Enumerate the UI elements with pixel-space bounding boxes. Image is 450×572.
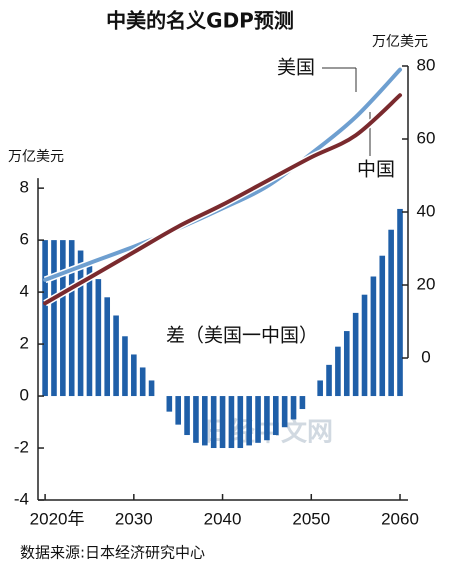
bar (352, 312, 359, 397)
bar (113, 315, 119, 397)
y2-tick-label: 60 (417, 128, 436, 147)
bar (166, 396, 173, 412)
bar (281, 396, 288, 428)
bar (370, 276, 377, 397)
bar (397, 208, 403, 397)
y-tick-label: -2 (14, 438, 29, 457)
bar (255, 396, 261, 443)
x-tick-label: 2020年 (30, 509, 85, 528)
y-tick-label: 4 (20, 282, 29, 301)
bar (237, 396, 244, 449)
bar (335, 346, 341, 397)
bar (264, 396, 270, 441)
bar (326, 364, 332, 397)
bar (379, 255, 386, 397)
us-label: 美国 (277, 57, 315, 79)
bar (299, 396, 306, 410)
bar (272, 396, 279, 436)
bar (317, 380, 323, 397)
bar (228, 396, 235, 449)
bar (175, 396, 181, 425)
line (43, 67, 403, 282)
bar (51, 240, 57, 397)
bar (148, 380, 155, 397)
bar (77, 250, 84, 397)
x-tick-label: 2050 (292, 509, 330, 528)
bar (122, 336, 128, 397)
y2-tick-label: 80 (417, 55, 436, 74)
y-tick-label: 8 (20, 178, 29, 197)
diff-label: 差（美国一中国） (166, 325, 318, 347)
line-halo (43, 67, 403, 284)
y-tick-label: 2 (20, 334, 29, 353)
y2-tick-label: 0 (421, 347, 430, 366)
y2-tick-label: 20 (417, 274, 436, 293)
bar (131, 354, 137, 397)
x-tick-label: 2040 (204, 509, 242, 528)
line (43, 93, 403, 306)
source: 数据来源:日本经济研究中心 (20, 544, 205, 562)
bar (343, 331, 350, 397)
bar (184, 396, 190, 436)
bar (95, 279, 102, 397)
bar (42, 240, 48, 397)
bar (210, 396, 217, 449)
y-unit: 万亿美元 (8, 149, 64, 165)
x-tick-label: 2030 (115, 509, 153, 528)
y2-unit: 万亿美元 (372, 34, 428, 50)
bar (361, 294, 368, 397)
y2-tick-label: 40 (417, 201, 436, 220)
bar (388, 229, 394, 397)
bar (104, 297, 111, 397)
y-tick-label: 0 (20, 386, 29, 405)
bar (219, 396, 226, 449)
bar (246, 396, 252, 446)
chart-title: 中美的名义GDP预测 (106, 9, 294, 33)
y-tick-label: -4 (14, 489, 29, 508)
x-tick-label: 2060 (381, 509, 419, 528)
y-tick-label: 6 (20, 230, 29, 249)
bar (290, 396, 297, 420)
bar (139, 367, 146, 397)
bar (60, 240, 66, 397)
bar (202, 396, 208, 446)
bar (193, 396, 199, 443)
bar (86, 266, 93, 397)
bar (68, 240, 75, 397)
china-label: 中国 (357, 159, 395, 181)
